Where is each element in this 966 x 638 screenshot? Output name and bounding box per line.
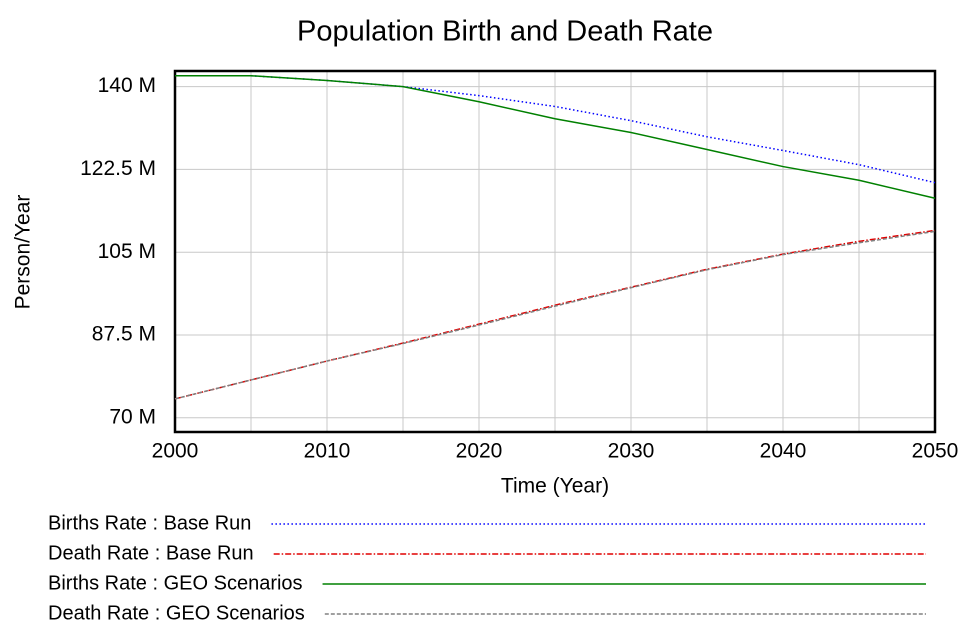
series-line — [175, 74, 936, 200]
legend-label: Births Rate : Base Run — [48, 512, 251, 534]
x-tick-label: 2040 — [760, 440, 807, 463]
plot-frame — [173, 69, 937, 434]
y-tick-label: 122.5 M — [80, 157, 156, 180]
legend-label: Death Rate : GEO Scenarios — [48, 602, 305, 624]
x-tick-label: 2030 — [608, 440, 655, 463]
chart-title: Population Birth and Death Rate — [297, 16, 713, 48]
legend-label: Births Rate : GEO Scenarios — [48, 572, 303, 594]
series-line — [174, 229, 936, 400]
series-line — [174, 230, 936, 400]
x-tick-label: 2020 — [456, 440, 503, 463]
legend-label: Death Rate : Base Run — [48, 542, 254, 564]
y-tick-label: 87.5 M — [92, 323, 156, 346]
x-tick-label: 2000 — [152, 440, 199, 463]
y-tick-label: 70 M — [109, 405, 156, 428]
y-tick-label: 140 M — [98, 74, 156, 97]
x-axis-label: Time (Year) — [501, 475, 609, 498]
y-axis-label: Person/Year — [12, 195, 35, 310]
x-tick-label: 2010 — [304, 440, 351, 463]
x-tick-label: 2050 — [912, 440, 959, 463]
y-tick-label: 105 M — [98, 240, 156, 263]
